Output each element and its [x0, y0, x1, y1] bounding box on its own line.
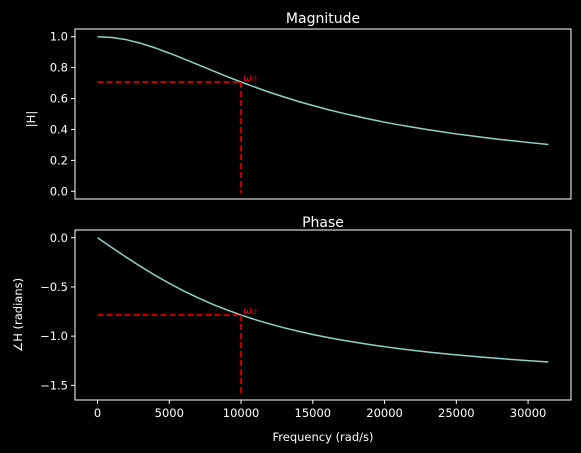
phase-y-axis-label: ∠H (radians)	[11, 278, 25, 352]
x-tick-label: 0	[94, 406, 101, 420]
x-tick-label: 5000	[155, 406, 184, 420]
y-tick-label: −1.5	[40, 378, 68, 392]
y-tick-label: −1.0	[40, 329, 68, 343]
omega0-annotation: ω₀	[243, 304, 257, 317]
x-tick-label: 30000	[510, 406, 547, 420]
phase-axes-frame	[74, 229, 572, 401]
magnitude-subplot: Magnitude |H| 0.0 0.2 0.4 0.6 0.8 1.0 ω₀	[24, 11, 572, 200]
y-tick-label: −0.5	[40, 280, 68, 294]
magnitude-title: Magnitude	[286, 11, 360, 27]
phase-x-axis-label: Frequency (rad/s)	[273, 430, 374, 444]
y-tick-label: 0.2	[50, 153, 68, 167]
phase-plot-area: ω₀	[97, 237, 549, 394]
y-tick-label: 0.0	[50, 231, 68, 245]
magnitude-y-axis-label: |H|	[24, 111, 38, 127]
x-tick-label: 25000	[438, 406, 475, 420]
response-curve	[97, 237, 549, 363]
phase-ticks: 0.0 −0.5 −1.0 −1.5 0 5000 10000 15000 20000 25000…	[40, 231, 546, 420]
x-tick-label: 20000	[366, 406, 403, 420]
y-tick-label: 0.8	[50, 61, 68, 75]
y-tick-label: 0.0	[50, 184, 68, 198]
omega0-annotation: ω₀	[243, 71, 257, 84]
magnitude-plot-area: ω₀	[97, 35, 549, 193]
magnitude-axes-frame	[74, 28, 572, 200]
phase-title: Phase	[302, 215, 344, 231]
magnitude-ticks: 0.0 0.2 0.4 0.6 0.8 1.0	[50, 30, 75, 198]
y-tick-label: 0.6	[50, 92, 68, 106]
x-tick-label: 10000	[223, 406, 260, 420]
y-tick-label: 1.0	[50, 30, 68, 44]
response-curve	[97, 35, 549, 146]
phase-subplot: Phase ∠H (radians) Frequency (rad/s) 0.0…	[11, 215, 572, 444]
y-tick-label: 0.4	[50, 122, 68, 136]
x-tick-label: 15000	[295, 406, 332, 420]
